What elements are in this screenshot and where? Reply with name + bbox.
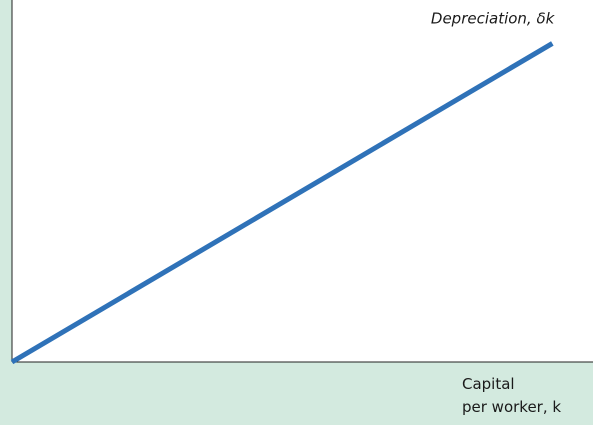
x-axis-label: Capital — [462, 375, 515, 393]
series-label: Depreciation, δk — [431, 9, 556, 27]
plot-area — [12, 0, 593, 362]
x-axis-label: per worker, k — [462, 398, 561, 416]
series-line — [10, 41, 554, 365]
